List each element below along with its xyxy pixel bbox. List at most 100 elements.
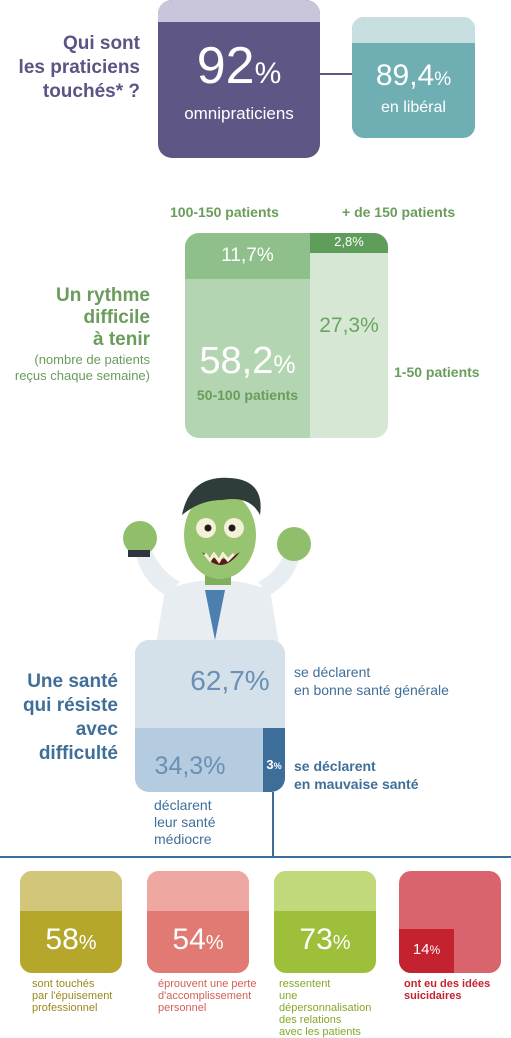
right-pupil bbox=[228, 524, 236, 532]
good-health-label: se déclarent en bonne santé générale bbox=[294, 663, 449, 699]
caption-line: éprouvent une perte bbox=[158, 978, 257, 990]
value-percent: % bbox=[429, 943, 441, 957]
caption-line: professionnel bbox=[32, 1002, 98, 1014]
head bbox=[184, 491, 256, 579]
cell-150-plus bbox=[310, 233, 388, 253]
depersonalization-card: 73% bbox=[274, 871, 376, 973]
mediocre-health-value: 34,3% bbox=[154, 752, 226, 780]
suicidal-ideas-card: 14% bbox=[399, 871, 501, 973]
title-line: Qui sont bbox=[62, 33, 140, 54]
value-1-50: 27,3% bbox=[319, 314, 379, 337]
value-number: 73 bbox=[299, 923, 333, 956]
caption-line: d'accomplissement bbox=[158, 990, 252, 1002]
box-top-band bbox=[158, 0, 320, 22]
good-health-value: 62,7% bbox=[190, 665, 270, 696]
suicidal-ideas-value: 14% bbox=[399, 941, 454, 958]
right-arm bbox=[258, 550, 300, 595]
bad-health-value: 3% bbox=[263, 757, 285, 772]
depersonalization-caption: ressentent une dépersonnalisation des re… bbox=[279, 978, 391, 1038]
caption-line: ressentent bbox=[279, 978, 331, 990]
bad-health-label: se déclarent en mauvaise santé bbox=[294, 757, 419, 793]
omnipraticiens-label: omnipraticiens bbox=[184, 104, 294, 123]
omnipraticiens-value: 92% bbox=[158, 38, 320, 102]
box-top-band bbox=[352, 17, 475, 43]
label-line: se déclarent bbox=[294, 664, 371, 680]
value-number: 54 bbox=[172, 923, 206, 956]
caption-line: suicidaires bbox=[404, 990, 462, 1002]
zombie-doctor-illustration bbox=[123, 477, 311, 650]
value-150-plus: 2,8% bbox=[334, 234, 364, 249]
teeth bbox=[203, 551, 236, 564]
label-line: médiocre bbox=[154, 831, 212, 847]
bad-health-cell bbox=[263, 728, 285, 792]
left-watch bbox=[128, 550, 150, 557]
label-line: en bonne santé générale bbox=[294, 682, 449, 698]
value-number: 58,2 bbox=[199, 340, 274, 382]
burnout-caption: sont touchés par l'épuisement profession… bbox=[32, 978, 144, 1014]
card-top-band bbox=[274, 871, 376, 911]
value-percent: % bbox=[254, 57, 282, 90]
title-line: qui résiste bbox=[22, 695, 118, 716]
label-line: se déclarent bbox=[294, 758, 376, 774]
burnout-value: 58% bbox=[20, 923, 122, 957]
title-line: avec bbox=[75, 719, 118, 740]
label-100-150: 100-150 patients bbox=[170, 204, 279, 220]
practitioners-title: Qui sont les praticiens touchés* ? bbox=[0, 32, 140, 104]
note-line: reçus chaque semaine) bbox=[14, 368, 150, 383]
title-line: touchés* ? bbox=[42, 81, 140, 102]
suicidal-ideas-caption: ont eu des idées suicidaires bbox=[404, 978, 511, 1002]
title-line: à tenir bbox=[92, 329, 150, 350]
left-pupil bbox=[204, 524, 212, 532]
connector-vertical bbox=[272, 792, 274, 856]
value-percent: % bbox=[273, 761, 282, 771]
value-percent: % bbox=[273, 351, 296, 379]
card-top-band bbox=[20, 871, 122, 911]
right-fist bbox=[277, 527, 311, 561]
burnout-card: 58% bbox=[20, 871, 122, 973]
tie-shape bbox=[205, 590, 225, 640]
cell-100-150 bbox=[185, 233, 310, 279]
good-health-cell bbox=[135, 640, 285, 728]
caption-line: sont touchés bbox=[32, 978, 95, 990]
health-title: Une santé qui résiste avec difficulté bbox=[0, 670, 118, 766]
rhythm-note: (nombre de patients reçus chaque semaine… bbox=[0, 352, 150, 384]
value-50-100: 58,2% bbox=[185, 340, 310, 383]
caption-line: avec les patients bbox=[279, 1026, 361, 1038]
caption-line: des relations bbox=[279, 1014, 342, 1026]
value-number: 92 bbox=[196, 37, 255, 95]
title-line: les praticiens bbox=[18, 57, 140, 78]
liberal-label: en libéral bbox=[381, 99, 446, 116]
depersonalization-value: 73% bbox=[274, 923, 376, 957]
mouth bbox=[202, 552, 240, 565]
value-percent: % bbox=[434, 69, 452, 90]
value-100-150: 11,7% bbox=[221, 245, 274, 266]
note-line: (nombre de patients bbox=[34, 352, 150, 367]
caption-line: personnel bbox=[158, 1002, 207, 1014]
label-line: en mauvaise santé bbox=[294, 776, 419, 792]
value-percent: % bbox=[332, 932, 351, 954]
title-line: difficulté bbox=[38, 743, 118, 764]
hair bbox=[182, 477, 261, 515]
liberal-value: 89,4% bbox=[352, 59, 475, 93]
label-line: leur santé bbox=[154, 814, 216, 830]
value-percent: % bbox=[205, 932, 224, 954]
patients-breakdown-box: 11,7% 2,8% 27,3% 58,2% 50-100 patients bbox=[185, 233, 388, 438]
left-fist bbox=[123, 521, 157, 555]
label-line: déclarent bbox=[154, 797, 212, 813]
title-line: Une santé bbox=[27, 671, 118, 692]
value-number: 58 bbox=[45, 923, 79, 956]
accomplishment-value: 54% bbox=[147, 923, 249, 957]
caption-line: ont eu des idées bbox=[404, 978, 491, 990]
mediocre-health-cell bbox=[135, 728, 263, 792]
value-percent: % bbox=[78, 932, 97, 954]
value-number: 3 bbox=[266, 757, 274, 772]
caption-line: par l'épuisement bbox=[32, 990, 113, 1002]
card-top-band bbox=[147, 871, 249, 911]
health-breakdown-box: 62,7% 34,3% 3% bbox=[135, 640, 285, 792]
omnipraticiens-stat-box: 92% omnipraticiens bbox=[158, 0, 320, 158]
value-number: 14 bbox=[412, 941, 430, 958]
card-inner-fill bbox=[399, 929, 454, 973]
value-number: 89,4 bbox=[375, 59, 435, 92]
connector-line bbox=[320, 73, 352, 75]
caption-line: une dépersonnalisation bbox=[279, 990, 372, 1014]
